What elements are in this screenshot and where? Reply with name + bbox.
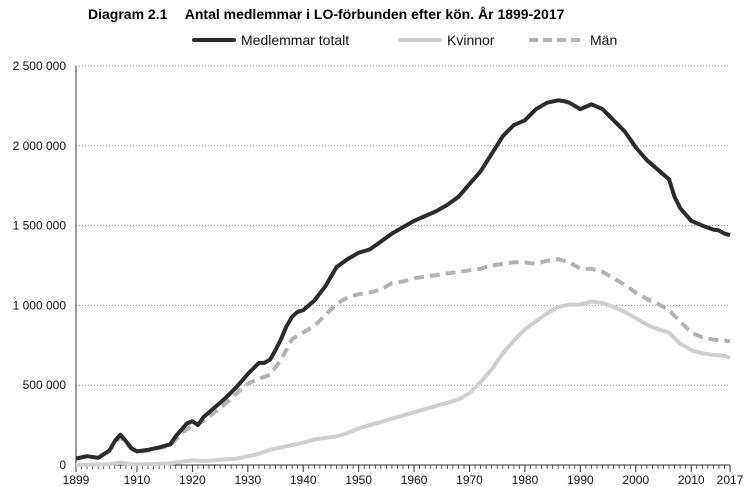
x-tick-label-6: 1960 bbox=[401, 473, 428, 486]
chart-title-text: Antal medlemmar i LO-förbunden efter kön… bbox=[184, 6, 565, 22]
legend-label-kvinnor: Kvinnor bbox=[447, 32, 495, 48]
y-tick-label-0: 0 bbox=[59, 458, 66, 472]
x-tick-label-1: 1910 bbox=[124, 473, 151, 486]
legend-label-total: Medlemmar totalt bbox=[241, 32, 350, 48]
y-tick-label-3: 1 500 000 bbox=[13, 219, 67, 233]
legend-item-total: Medlemmar totalt bbox=[192, 31, 349, 49]
x-tick-label-10: 2000 bbox=[622, 473, 649, 486]
x-tick-label-0: 1899 bbox=[63, 473, 90, 486]
legend-item-man: Män bbox=[527, 31, 617, 49]
x-tick-label-2: 1920 bbox=[179, 473, 206, 486]
x-tick-label-4: 1940 bbox=[290, 473, 317, 486]
series-line-total bbox=[75, 98, 731, 461]
x-tick-label-12: 2017 bbox=[717, 473, 744, 486]
y-tick-label-5: 2 500 000 bbox=[13, 59, 67, 73]
series-line-man bbox=[75, 257, 731, 461]
series-line-kvinnor bbox=[75, 299, 731, 467]
x-tick-label-5: 1950 bbox=[345, 473, 372, 486]
x-tick-label-3: 1930 bbox=[234, 473, 261, 486]
chart-title-number: Diagram 2.1 bbox=[88, 6, 168, 22]
x-tick-label-7: 1970 bbox=[456, 473, 483, 486]
legend-item-kvinnor: Kvinnor bbox=[398, 31, 494, 49]
legend-swatch-kvinnor bbox=[398, 38, 442, 42]
y-tick-label-1: 500 000 bbox=[23, 378, 67, 392]
legend-label-man: Män bbox=[590, 32, 618, 48]
legend-swatch-man bbox=[529, 38, 583, 42]
y-tick-label-4: 2 000 000 bbox=[13, 139, 67, 153]
x-tick-label-9: 1990 bbox=[567, 473, 594, 486]
legend-swatch-total bbox=[192, 38, 236, 42]
x-tick-label-8: 1980 bbox=[512, 473, 539, 486]
x-tick-label-11: 2010 bbox=[678, 473, 705, 486]
y-tick-label-2: 1 000 000 bbox=[13, 298, 67, 312]
chart-title: Diagram 2.1 Antal medlemmar i LO-förbund… bbox=[88, 6, 564, 22]
